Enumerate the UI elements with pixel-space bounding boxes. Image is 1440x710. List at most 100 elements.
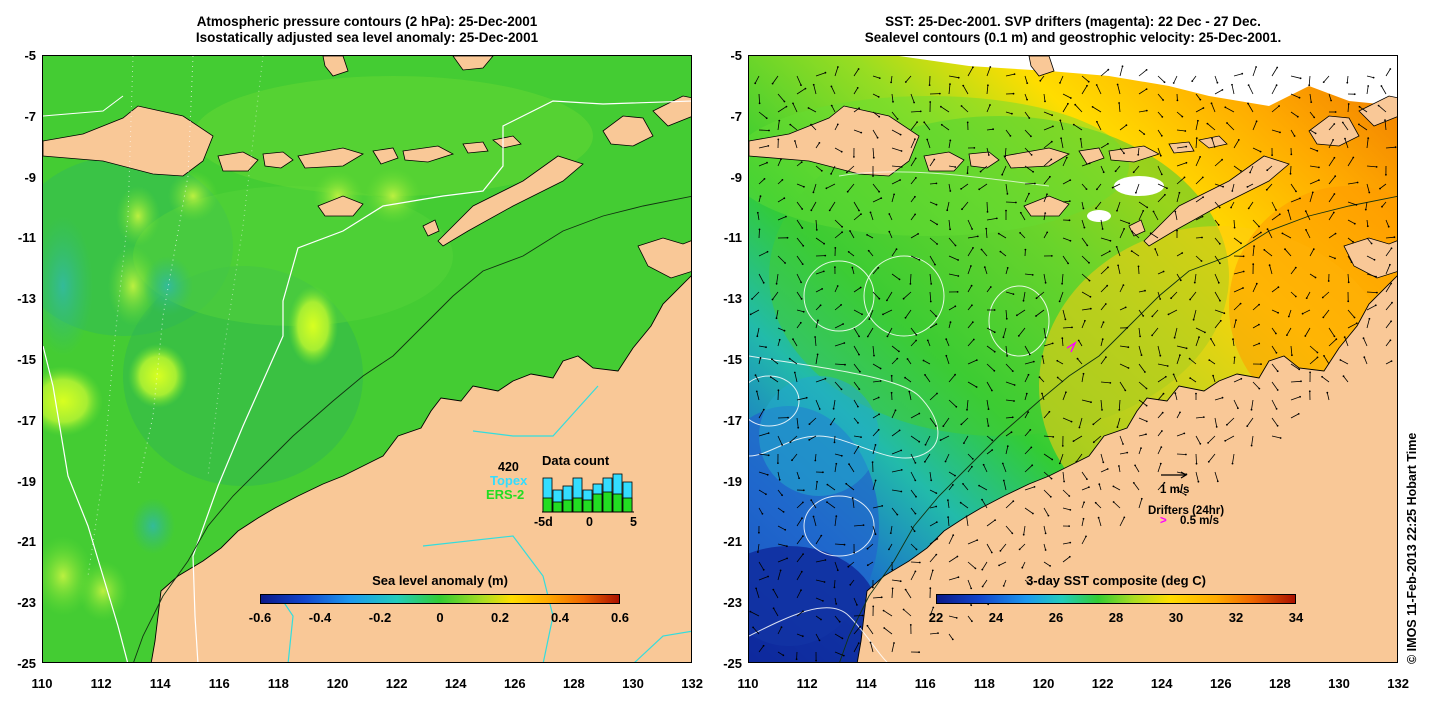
velocity-vector-head bbox=[1366, 225, 1369, 228]
velocity-vector bbox=[1005, 399, 1015, 402]
velocity-vector bbox=[1252, 246, 1255, 257]
velocity-vector bbox=[796, 273, 802, 283]
velocity-vector bbox=[1157, 183, 1168, 189]
velocity-vector-head bbox=[1202, 107, 1205, 109]
velocity-vector-head bbox=[1343, 336, 1346, 338]
velocity-vector-head bbox=[1355, 322, 1358, 325]
velocity-vector bbox=[910, 489, 917, 497]
velocity-vector-head bbox=[990, 551, 993, 554]
ers2-bar bbox=[562, 499, 573, 513]
velocity-vector-head bbox=[1025, 392, 1028, 395]
velocity-vector-head bbox=[1111, 186, 1114, 189]
velocity-vector bbox=[872, 480, 876, 491]
velocity-vector-head bbox=[1109, 239, 1112, 242]
velocity-vector bbox=[853, 597, 858, 606]
velocity-vector bbox=[834, 615, 841, 622]
velocity-vector bbox=[1385, 264, 1391, 275]
velocity-vector-head bbox=[1390, 360, 1393, 362]
velocity-vector-head bbox=[949, 139, 952, 142]
velocity-vector bbox=[1131, 231, 1140, 239]
velocity-vector bbox=[796, 255, 804, 265]
velocity-vector-head bbox=[1221, 396, 1224, 399]
velocity-vector bbox=[772, 75, 779, 84]
velocity-vector-head bbox=[1221, 89, 1224, 91]
velocity-vector-head bbox=[1271, 154, 1273, 156]
velocity-vector bbox=[1290, 165, 1292, 174]
velocity-vector-head bbox=[936, 243, 938, 245]
velocity-vector-head bbox=[824, 377, 827, 380]
velocity-vector-head bbox=[916, 121, 918, 123]
velocity-vector-head bbox=[1152, 210, 1155, 213]
velocity-vector-head bbox=[985, 227, 988, 230]
velocity-vector-head bbox=[971, 321, 974, 324]
velocity-vector-head bbox=[815, 229, 818, 231]
velocity-vector-head bbox=[1026, 82, 1029, 84]
velocity-vector-head bbox=[966, 172, 969, 175]
velocity-vector-head bbox=[1127, 346, 1130, 349]
velocity-vector-head bbox=[1275, 209, 1277, 211]
velocity-vector-head bbox=[1226, 423, 1228, 426]
velocity-vector bbox=[948, 273, 959, 277]
velocity-vector-head bbox=[762, 281, 765, 284]
velocity-vector-head bbox=[1239, 302, 1242, 305]
data-count-axis-left: -5d bbox=[534, 515, 553, 529]
velocity-vector-head bbox=[959, 501, 962, 504]
velocity-vector bbox=[758, 273, 765, 283]
velocity-vector-head bbox=[1290, 153, 1293, 156]
velocity-vector-head bbox=[913, 101, 915, 104]
velocity-vector-head bbox=[1092, 441, 1095, 444]
velocity-vector-head bbox=[982, 463, 985, 466]
velocity-vector bbox=[1081, 536, 1087, 545]
velocity-vector-head bbox=[931, 569, 934, 572]
velocity-vector bbox=[872, 380, 881, 383]
velocity-vector-head bbox=[1118, 409, 1121, 411]
velocity-vector bbox=[980, 165, 988, 172]
velocity-vector-head bbox=[1363, 356, 1366, 359]
velocity-vector-head bbox=[1163, 81, 1166, 84]
velocity-vector-head bbox=[1275, 408, 1278, 410]
velocity-vector bbox=[755, 375, 760, 383]
velocity-vector-head bbox=[890, 81, 892, 84]
velocity-vector-head bbox=[1199, 442, 1202, 445]
velocity-vector-head bbox=[1101, 228, 1104, 230]
velocity-vector-head bbox=[1088, 486, 1090, 489]
velocity-vector-head bbox=[1161, 430, 1163, 432]
velocity-vector-head bbox=[823, 581, 826, 583]
velocity-vector bbox=[910, 340, 917, 347]
velocity-vector-head bbox=[1116, 83, 1119, 86]
velocity-vector-head bbox=[954, 373, 956, 376]
velocity-vector bbox=[1271, 67, 1278, 77]
velocity-vector-head bbox=[1087, 80, 1090, 83]
velocity-vector bbox=[1288, 309, 1292, 317]
velocity-vector bbox=[777, 327, 785, 332]
velocity-vector bbox=[757, 543, 760, 553]
velocity-vector-head bbox=[1387, 225, 1390, 228]
velocity-vector bbox=[967, 219, 973, 230]
velocity-vector bbox=[1100, 237, 1111, 242]
velocity-vector bbox=[986, 218, 997, 221]
velocity-vector bbox=[853, 435, 862, 438]
velocity-vector bbox=[1366, 183, 1370, 193]
velocity-vector-head bbox=[1293, 135, 1296, 137]
velocity-vector-head bbox=[919, 110, 922, 113]
velocity-vector bbox=[903, 609, 912, 617]
right-x-tick-5: 120 bbox=[1032, 676, 1055, 691]
velocity-vector-head bbox=[1035, 315, 1037, 317]
velocity-vector-head bbox=[1016, 314, 1018, 317]
velocity-vector-head bbox=[824, 254, 827, 257]
velocity-vector bbox=[910, 196, 916, 203]
velocity-vector bbox=[758, 645, 764, 653]
velocity-vector bbox=[1328, 338, 1337, 347]
velocity-vector-head bbox=[874, 444, 877, 446]
velocity-vector bbox=[891, 93, 894, 102]
velocity-vector bbox=[1138, 381, 1147, 389]
velocity-vector bbox=[1290, 75, 1301, 79]
velocity-vector-head bbox=[1377, 104, 1380, 107]
velocity-vector-head bbox=[1233, 356, 1236, 359]
velocity-vector bbox=[1271, 435, 1281, 439]
velocity-vector-head bbox=[999, 550, 1002, 552]
velocity-vector-head bbox=[1069, 541, 1072, 544]
velocity-vector bbox=[1157, 291, 1161, 300]
velocity-vector bbox=[1347, 201, 1357, 206]
velocity-vector bbox=[872, 183, 880, 192]
